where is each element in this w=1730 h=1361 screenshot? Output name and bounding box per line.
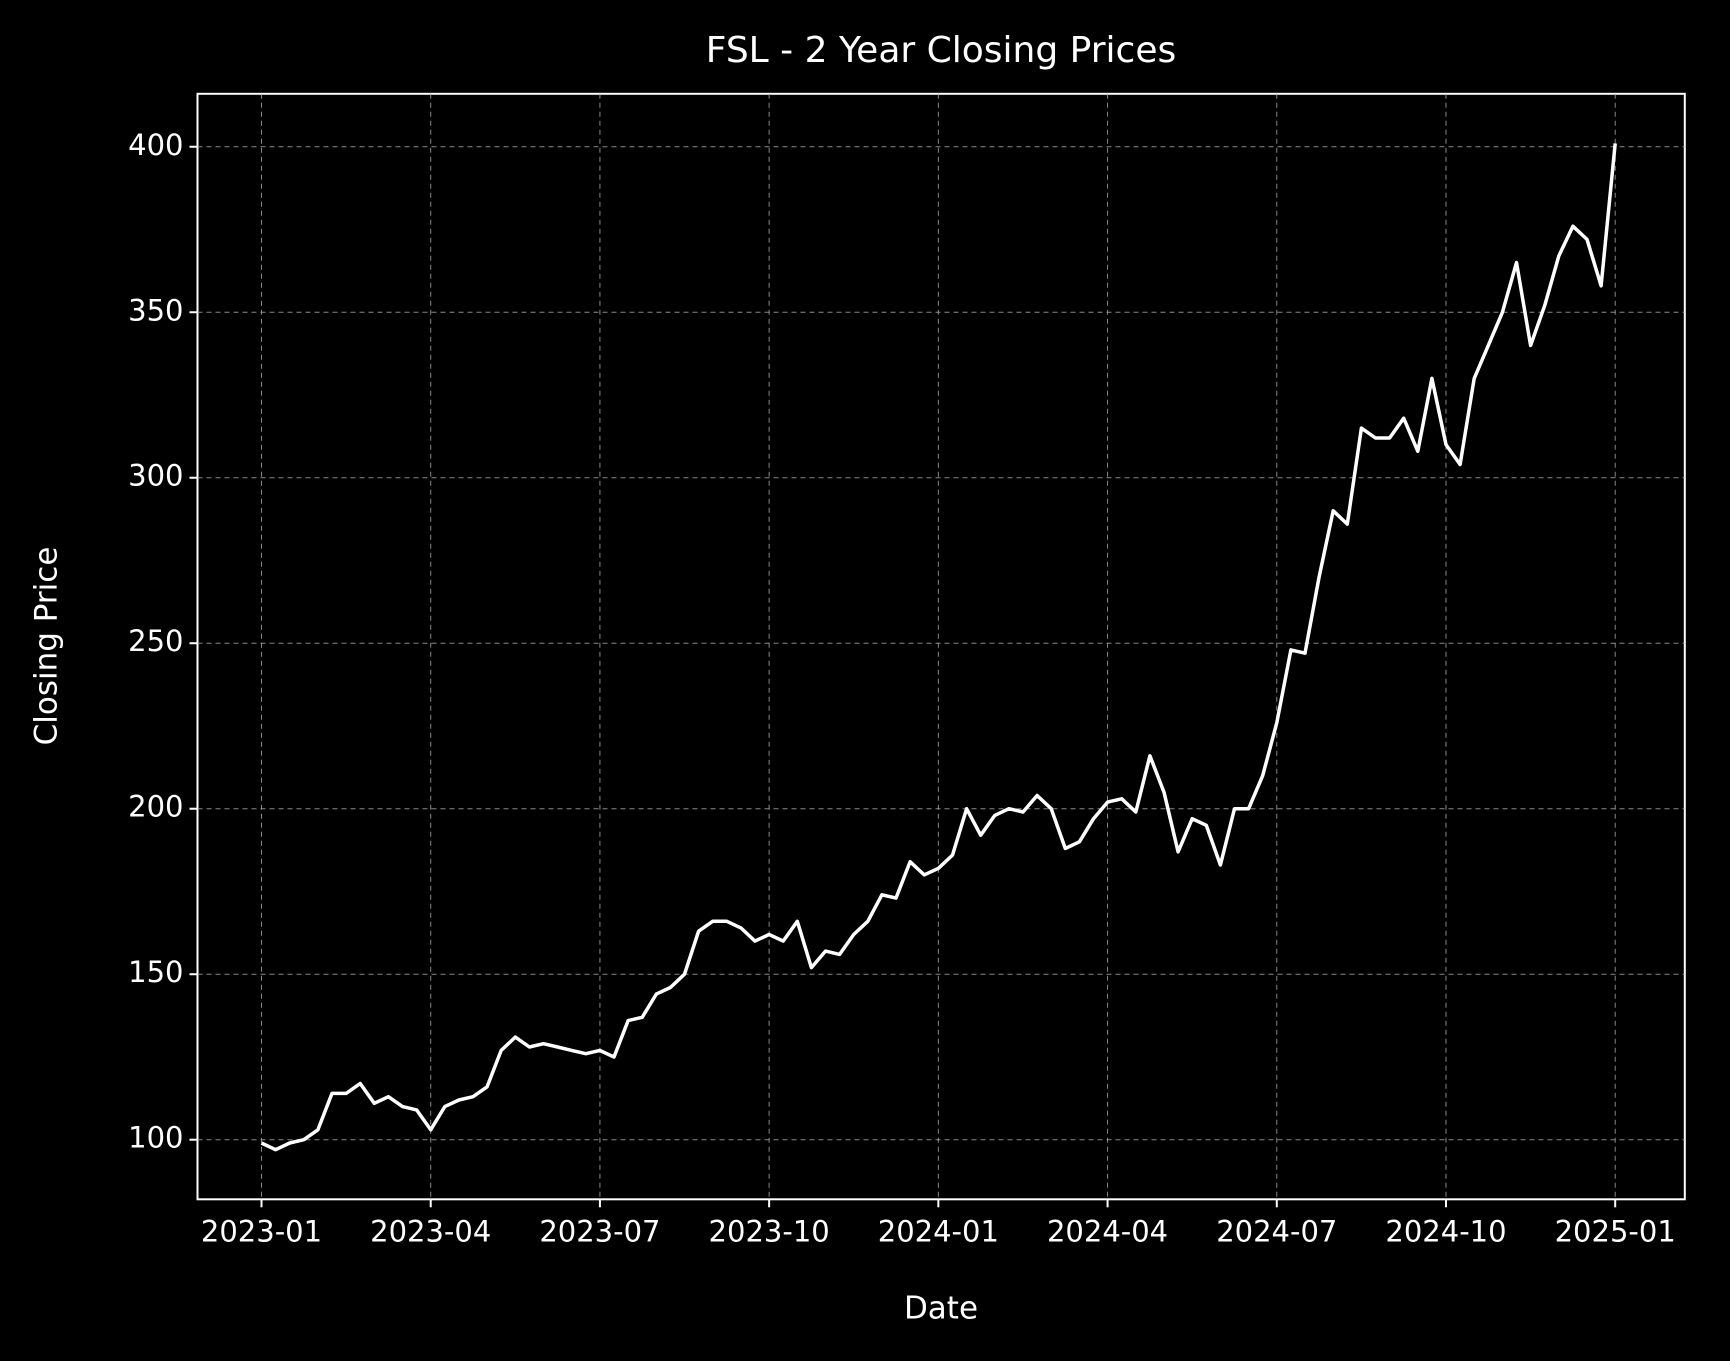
x-tick-label: 2023-04 — [370, 1214, 491, 1248]
plot-frame — [196, 92, 1686, 1201]
y-axis-label: Closing Price — [29, 547, 65, 746]
x-tick-label: 2024-07 — [1216, 1214, 1337, 1248]
x-tick-label: 2023-10 — [709, 1214, 830, 1248]
x-tick-label: 2024-01 — [878, 1214, 999, 1248]
x-tick-label: 2025-01 — [1555, 1214, 1676, 1248]
chart-title: FSL - 2 Year Closing Prices — [706, 30, 1176, 71]
y-tick-label: 150 — [128, 955, 183, 989]
y-tick-label: 100 — [128, 1121, 183, 1155]
x-tick-label: 2023-01 — [201, 1214, 322, 1248]
y-tick-label: 200 — [128, 790, 183, 824]
y-tick-label: 250 — [128, 624, 183, 658]
y-tick-label: 350 — [128, 293, 183, 327]
price-line — [260, 143, 1617, 1152]
x-tick-label: 2023-07 — [539, 1214, 660, 1248]
x-tick-label: 2024-04 — [1047, 1214, 1168, 1248]
y-tick-label: 300 — [128, 459, 183, 493]
y-tick-label: 400 — [128, 128, 183, 162]
x-tick-label: 2024-10 — [1385, 1214, 1506, 1248]
x-axis-label: Date — [904, 1291, 978, 1327]
